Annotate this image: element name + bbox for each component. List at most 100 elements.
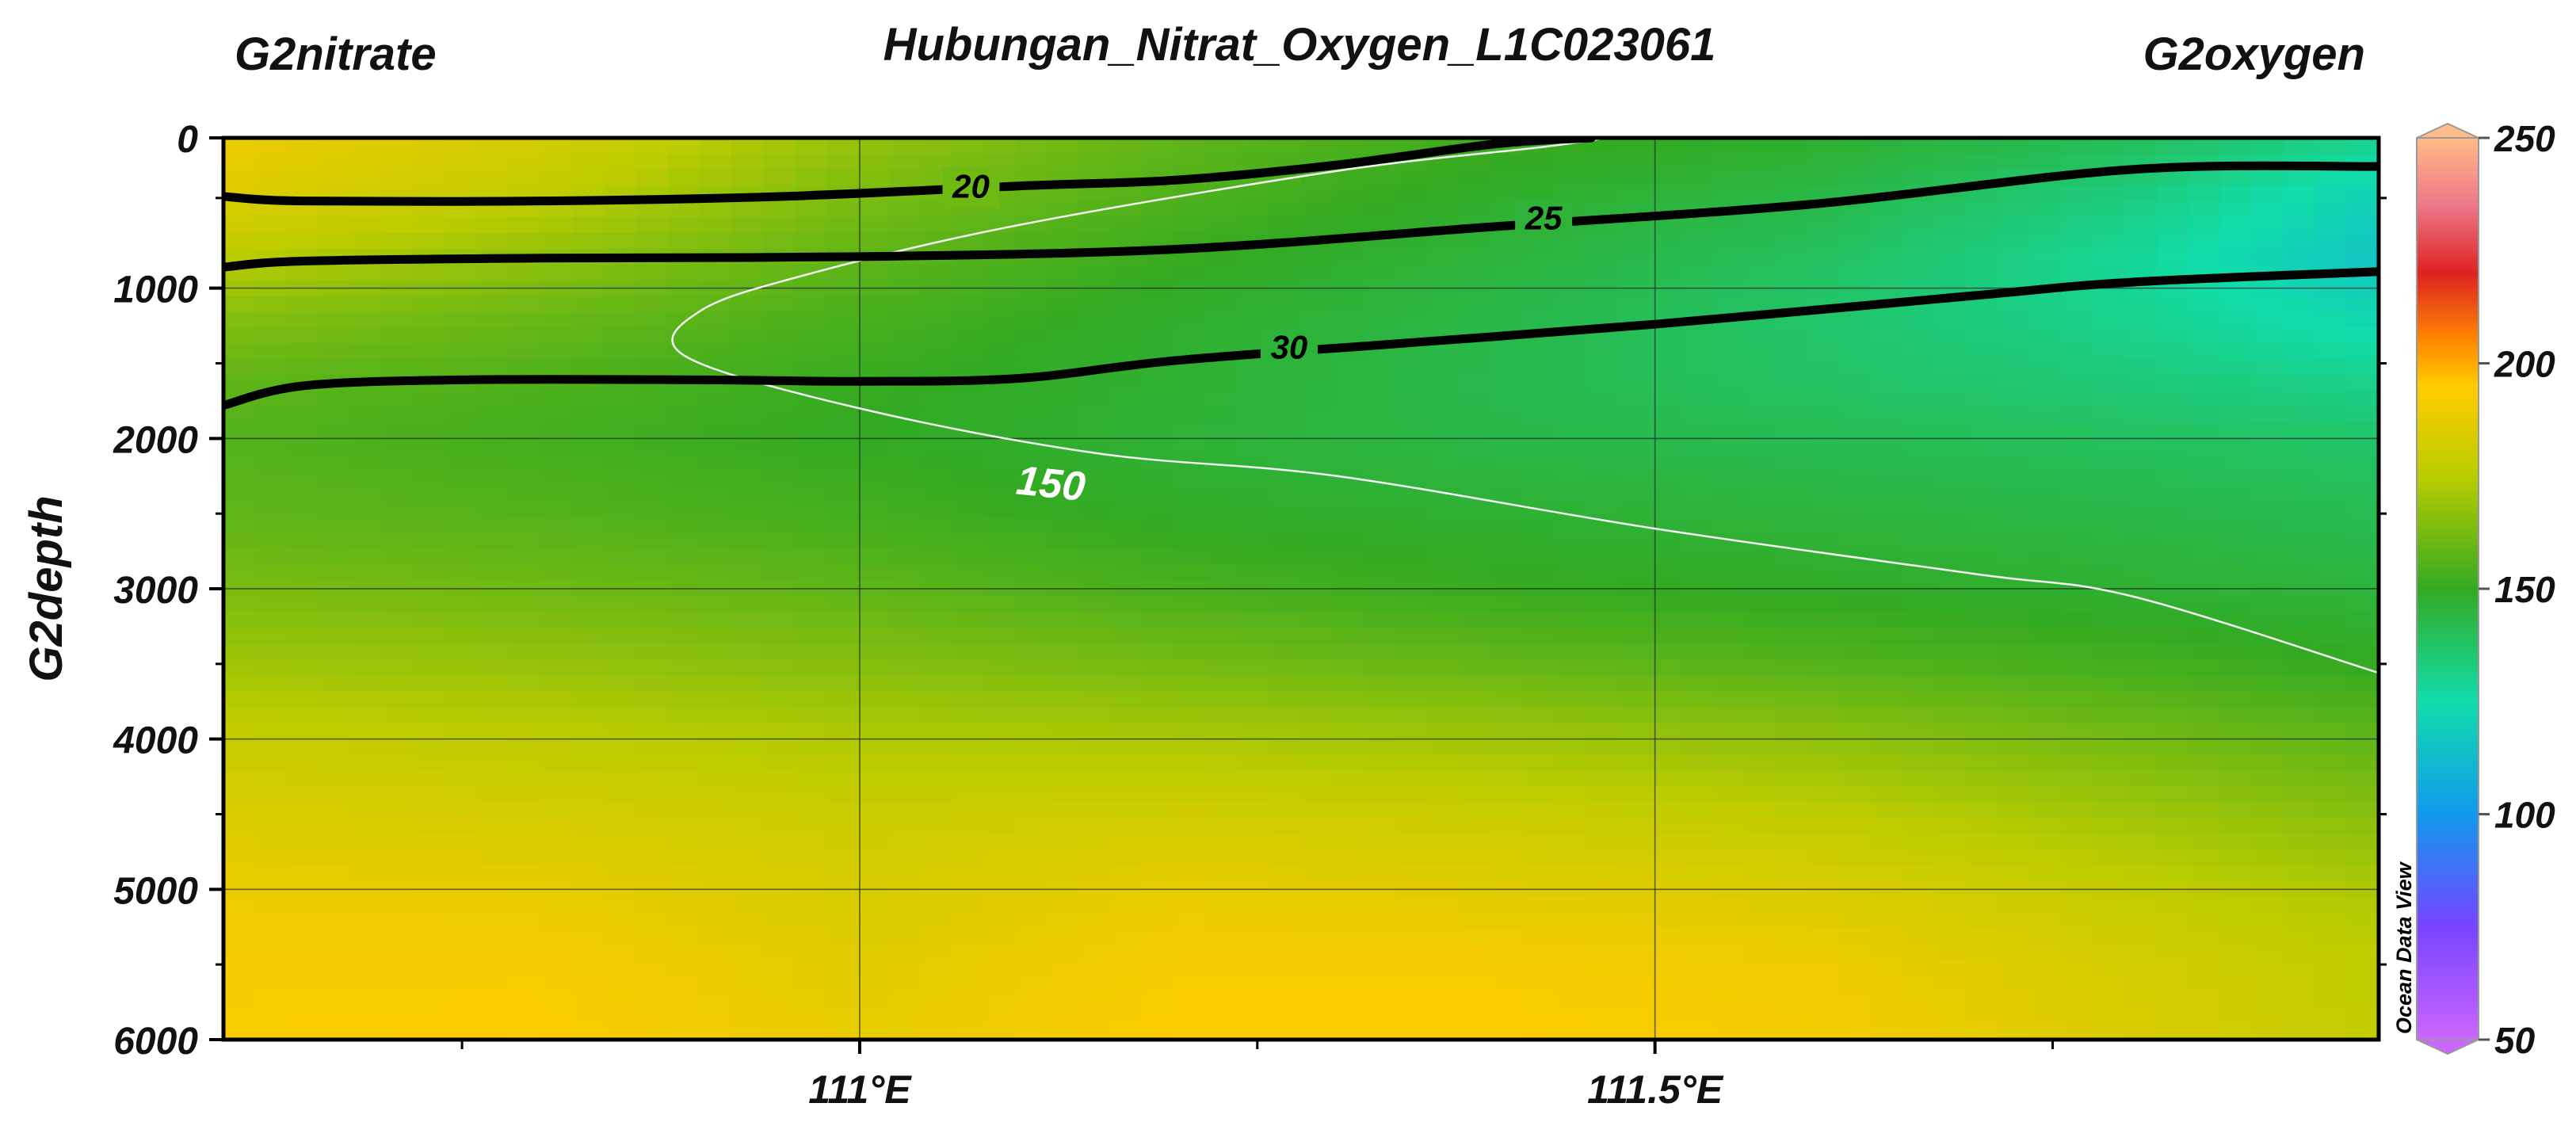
oxygen-cell (382, 865, 414, 883)
oxygen-cell (1428, 169, 1460, 186)
oxygen-cell (1872, 311, 1904, 329)
oxygen-cell (2093, 1024, 2126, 1040)
oxygen-cell (319, 707, 351, 724)
oxygen-cell (1111, 232, 1143, 250)
oxygen-cell (1333, 659, 1365, 677)
oxygen-cell (857, 200, 890, 218)
oxygen-cell (794, 486, 826, 503)
oxygen-cell (1111, 643, 1143, 661)
oxygen-cell (319, 849, 351, 867)
oxygen-cell (1301, 296, 1334, 313)
oxygen-cell (1808, 659, 1841, 677)
oxygen-cell (1555, 802, 1587, 819)
oxygen-cell (1555, 1024, 1587, 1040)
oxygen-cell (2157, 707, 2189, 724)
oxygen-cell (477, 391, 509, 408)
oxygen-cell (2030, 786, 2063, 803)
oxygen-cell (1079, 770, 1112, 788)
oxygen-cell (540, 786, 573, 803)
oxygen-cell (889, 138, 922, 155)
colorbar-tick-label: 250 (2494, 118, 2555, 159)
oxygen-cell (1174, 675, 1207, 693)
oxygen-cell (1143, 865, 1175, 883)
oxygen-cell (699, 643, 731, 661)
oxygen-cell (509, 327, 541, 345)
oxygen-cell (635, 153, 668, 170)
oxygen-cell (1238, 913, 1270, 930)
oxygen-cell (1586, 407, 1619, 424)
oxygen-cell (445, 533, 478, 551)
oxygen-cell (1048, 739, 1080, 756)
oxygen-cell (794, 359, 826, 376)
oxygen-cell (2093, 913, 2126, 930)
oxygen-cell (1745, 628, 1777, 645)
oxygen-cell (2157, 454, 2189, 471)
oxygen-cell (857, 723, 890, 740)
oxygen-cell (1301, 502, 1334, 519)
oxygen-cell (1111, 659, 1143, 677)
oxygen-cell (1586, 438, 1619, 456)
oxygen-cell (667, 1008, 700, 1025)
oxygen-cell (414, 913, 446, 930)
oxygen-cell (2220, 502, 2253, 519)
oxygen-cell (255, 739, 288, 756)
oxygen-cell (2157, 691, 2189, 708)
oxygen-cell (1618, 422, 1651, 440)
oxygen-cell (2220, 232, 2253, 250)
oxygen-cell (1079, 976, 1112, 994)
oxygen-cell (889, 675, 922, 693)
oxygen-cell (1079, 786, 1112, 803)
oxygen-cell (2252, 502, 2284, 519)
oxygen-cell (1143, 264, 1175, 281)
oxygen-cell (445, 929, 478, 946)
oxygen-cell (414, 407, 446, 424)
oxygen-cell (350, 834, 383, 851)
oxygen-cell (2125, 992, 2158, 1010)
oxygen-cell (477, 470, 509, 487)
oxygen-cell (1523, 296, 1555, 313)
oxygen-cell (604, 865, 636, 883)
oxygen-field (223, 138, 2379, 1040)
oxygen-cell (1967, 596, 1999, 613)
oxygen-cell (1396, 248, 1429, 265)
oxygen-cell (1555, 628, 1587, 645)
oxygen-cell (223, 707, 256, 724)
oxygen-cell (1586, 375, 1619, 392)
oxygen-cell (635, 200, 668, 218)
oxygen-cell (857, 454, 890, 471)
oxygen-cell (1555, 865, 1587, 883)
oxygen-cell (287, 976, 319, 994)
oxygen-cell (1238, 296, 1270, 313)
oxygen-cell (604, 1008, 636, 1025)
oxygen-cell (1903, 960, 1936, 978)
oxygen-cell (287, 818, 319, 835)
oxygen-cell (1998, 834, 2031, 851)
oxygen-cell (1586, 391, 1619, 408)
oxygen-cell (699, 849, 731, 867)
oxygen-cell (509, 754, 541, 772)
oxygen-cell (1238, 216, 1270, 234)
oxygen-cell (382, 343, 414, 361)
oxygen-cell (2220, 407, 2253, 424)
oxygen-cell (1143, 849, 1175, 867)
oxygen-cell (2347, 707, 2379, 724)
oxygen-cell (1079, 1008, 1112, 1025)
oxygen-cell (1840, 454, 1872, 471)
oxygen-cell (1840, 407, 1872, 424)
oxygen-cell (2030, 232, 2063, 250)
oxygen-cell (794, 628, 826, 645)
oxygen-cell (1967, 754, 1999, 772)
oxygen-cell (540, 675, 573, 693)
oxygen-cell (1428, 802, 1460, 819)
oxygen-cell (1016, 200, 1048, 218)
oxygen-cell (350, 470, 383, 487)
oxygen-cell (1111, 865, 1143, 883)
oxygen-cell (445, 739, 478, 756)
oxygen-cell (1301, 675, 1334, 693)
oxygen-cell (1111, 517, 1143, 535)
oxygen-cell (1713, 960, 1746, 978)
oxygen-cell (2157, 375, 2189, 392)
oxygen-cell (731, 327, 763, 345)
oxygen-cell (1681, 375, 1714, 392)
oxygen-cell (414, 486, 446, 503)
